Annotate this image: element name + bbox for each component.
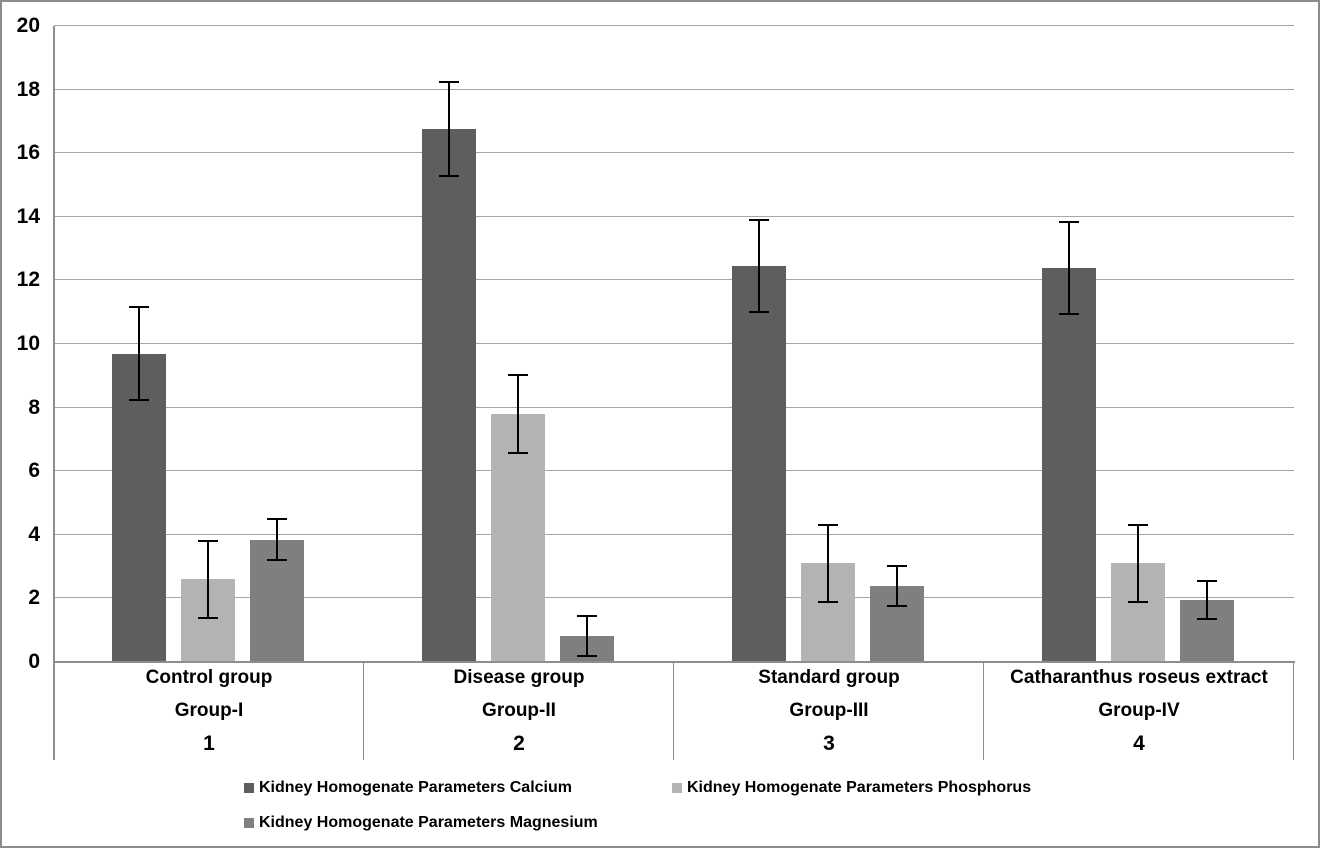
error-cap-bottom [267,559,287,562]
bar-phosphorus-2 [491,413,545,662]
error-bar-magnesium-1 [276,518,278,561]
error-cap-top [818,524,838,527]
category-label: Standard group [758,667,900,689]
error-cap-bottom [1059,312,1079,315]
error-cap-bottom [1197,618,1217,621]
category-number: 1 [203,731,215,755]
error-cap-bottom [439,175,459,178]
error-cap-top [267,517,287,520]
error-cap-top [129,306,149,309]
bar-calcium-4 [1042,267,1096,662]
y-tick-label: 8 [28,395,40,419]
error-bar-calcium-4 [1068,221,1070,314]
error-bar-phosphorus-1 [207,540,209,619]
x-axis-line [53,661,1295,663]
legend-swatch-phosphorus-icon [672,783,682,793]
y-tick-label: 4 [28,522,40,546]
legend: Kidney Homogenate Parameters Calcium Kidn… [244,776,1164,835]
legend-item-phosphorus: Kidney Homogenate Parameters Phosphorus [672,776,1122,800]
category-divider [363,662,364,760]
error-cap-bottom [129,398,149,401]
y-tick-label: 0 [28,650,40,673]
category-group-label: Group-I [174,700,244,721]
category-group-label: Group-III [789,700,869,721]
error-cap-bottom [1128,600,1148,603]
error-cap-bottom [508,451,528,454]
legend-label: Kidney Homogenate Parameters Magnesium [259,814,598,831]
category-cell-4: Catharanthus roseus extract Group-IV 4 [984,662,1294,760]
category-number: 4 [1133,731,1145,755]
error-bar-magnesium-2 [586,615,588,657]
error-bar-phosphorus-3 [827,525,829,602]
category-number: 3 [823,731,835,755]
error-bar-calcium-2 [448,82,450,177]
category-label: Control group [145,667,273,689]
error-cap-top [1128,524,1148,527]
legend-swatch-magnesium-icon [244,818,254,828]
error-cap-top [439,81,459,84]
gridline [54,152,1294,154]
legend-label: Kidney Homogenate Parameters Calcium [259,779,572,796]
y-tick-label: 6 [28,459,40,483]
error-bar-phosphorus-4 [1137,525,1139,602]
error-cap-top [749,218,769,221]
gridline [54,406,1294,408]
category-label: Catharanthus roseus extract [1010,667,1268,689]
y-tick-label: 14 [16,204,40,228]
error-bar-magnesium-4 [1206,580,1208,620]
y-tick-label: 12 [16,268,40,292]
category-group-label: Group-II [482,700,556,721]
error-cap-bottom [198,617,218,620]
y-axis: 0 2 4 6 8 10 12 14 16 18 20 [2,2,40,846]
category-cell-2: Disease group Group-II 2 [364,662,674,760]
gridline [54,25,1294,26]
y-tick-label: 2 [28,586,40,610]
gridline [54,343,1294,344]
gridline [54,470,1294,472]
error-bar-calcium-1 [138,307,140,400]
y-axis-line [53,26,55,662]
gridline [54,533,1294,535]
legend-item-calcium: Kidney Homogenate Parameters Calcium [244,776,672,800]
category-divider [673,662,674,760]
error-bar-calcium-3 [758,219,760,313]
error-cap-top [577,614,597,617]
bar-calcium-3 [732,266,786,662]
bar-calcium-2 [422,129,476,662]
category-label: Disease group [453,667,585,689]
category-divider [1293,662,1294,760]
gridline [54,597,1294,599]
category-cell-3: Standard group Group-III 3 [674,662,984,760]
y-tick-label: 18 [16,77,40,101]
gridline [54,88,1294,90]
error-cap-top [887,564,907,567]
error-bar-magnesium-3 [896,565,898,606]
plot-area [54,25,1294,662]
gridline [54,279,1294,281]
category-number: 2 [513,731,525,755]
error-cap-bottom [577,655,597,658]
gridline [54,215,1294,217]
legend-item-magnesium: Kidney Homogenate Parameters Magnesium [244,811,664,835]
error-cap-top [1197,579,1217,582]
legend-label: Kidney Homogenate Parameters Phosphorus [687,779,1032,796]
error-bar-phosphorus-2 [517,375,519,453]
y-tick-label: 16 [16,141,40,165]
category-divider [53,662,55,760]
error-cap-top [198,539,218,542]
category-divider [983,662,984,760]
error-cap-bottom [749,311,769,314]
y-tick-label: 20 [16,14,40,37]
error-cap-top [508,374,528,377]
y-tick-label: 10 [16,332,40,355]
legend-swatch-calcium-icon [244,783,254,793]
category-axis: Control group Group-I 1 Disease group Group-… [54,662,1294,760]
category-group-label: Group-IV [1098,700,1180,721]
category-cell-1: Control group Group-I 1 [54,662,364,760]
error-cap-top [1059,220,1079,223]
error-cap-bottom [818,600,838,603]
error-cap-bottom [887,604,907,607]
bar-calcium-1 [112,353,166,662]
